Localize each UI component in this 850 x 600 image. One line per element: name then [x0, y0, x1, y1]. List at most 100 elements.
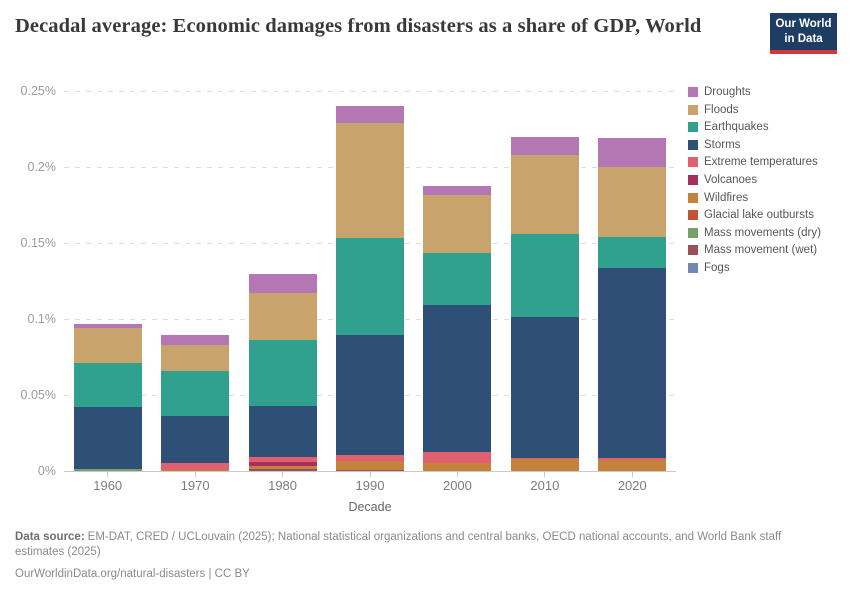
- x-axis-tick: [631, 471, 633, 477]
- data-source-line: Data source: EM-DAT, CRED / UCLouvain (20…: [15, 530, 813, 561]
- footer: Data source: EM-DAT, CRED / UCLouvain (20…: [15, 530, 813, 582]
- x-axis-label: 1990: [355, 478, 385, 493]
- legend-swatch: [688, 210, 698, 221]
- bar-segment-1980-earthquakes[interactable]: [248, 339, 317, 407]
- bar-segment-1970-droughts[interactable]: [161, 334, 230, 346]
- x-axis-tick: [369, 471, 371, 477]
- bar-segment-2020-storms[interactable]: [598, 268, 667, 459]
- x-axis-label: 1960: [93, 478, 123, 493]
- bar-segment-1990-wildfires[interactable]: [336, 461, 404, 470]
- bar-segment-2010-droughts[interactable]: [510, 137, 579, 156]
- bar-segment-2020-wildfires[interactable]: [598, 460, 667, 471]
- bar-segment-1970-floods[interactable]: [161, 345, 230, 372]
- bar-segment-1990-mass-movement-wet[interactable]: [336, 469, 404, 471]
- bar-1960: [73, 91, 142, 471]
- owid-logo-line2: in Data: [784, 32, 823, 45]
- bar-segment-1960-mass-movements-dry[interactable]: [73, 468, 142, 471]
- y-axis-tick-label: 0.15%: [20, 236, 56, 250]
- data-source-text: EM-DAT, CRED / UCLouvain (2025); Nationa…: [15, 531, 782, 559]
- legend-label: Mass movement (wet): [704, 244, 818, 257]
- legend-swatch: [688, 192, 698, 203]
- bar-segment-1960-droughts[interactable]: [73, 323, 142, 329]
- bar-segment-2000-extreme-temperatures[interactable]: [423, 452, 492, 464]
- bar-segment-1980-wildfires[interactable]: [248, 466, 317, 470]
- bar-segment-2010-storms[interactable]: [510, 317, 579, 458]
- bar-segment-1980-extreme-temperatures[interactable]: [248, 456, 317, 463]
- legend-swatch: [688, 157, 698, 168]
- bar-segment-2020-extreme-temperatures[interactable]: [598, 458, 667, 461]
- bar-segment-1990-extreme-temperatures[interactable]: [336, 454, 404, 462]
- bar-2000: [423, 91, 492, 471]
- legend-label: Wildfires: [704, 191, 749, 204]
- legend-item-glacial-lake-outbursts[interactable]: Glacial lake outbursts: [688, 209, 848, 222]
- bar-segment-2010-floods[interactable]: [510, 155, 579, 234]
- legend-item-droughts[interactable]: Droughts: [688, 86, 848, 99]
- bar-segment-2000-floods[interactable]: [423, 195, 492, 253]
- legend-swatch: [688, 122, 698, 133]
- bar-segment-1990-droughts[interactable]: [336, 105, 404, 124]
- x-axis-tick: [456, 471, 458, 477]
- bar-segment-2020-earthquakes[interactable]: [598, 236, 667, 269]
- gridline: [64, 91, 680, 92]
- legend-item-mass-movement-wet[interactable]: Mass movement (wet): [688, 244, 848, 257]
- bar-segment-2010-earthquakes[interactable]: [510, 233, 579, 318]
- bar-segment-2010-wildfires[interactable]: [510, 459, 579, 471]
- bar-segment-2000-wildfires[interactable]: [423, 463, 492, 471]
- legend-swatch: [688, 245, 698, 256]
- legend-item-floods[interactable]: Floods: [688, 104, 848, 117]
- legend-swatch: [688, 262, 698, 273]
- legend-item-fogs[interactable]: Fogs: [688, 262, 848, 275]
- license-link[interactable]: OurWorldinData.org/natural-disasters | C…: [15, 567, 250, 580]
- bar-segment-1970-wildfires[interactable]: [161, 470, 230, 471]
- bar-segment-1990-floods[interactable]: [336, 123, 404, 238]
- bar-segment-1970-earthquakes[interactable]: [161, 371, 230, 417]
- x-axis: 1960 1970 1980 1990 2000 2010 2020: [64, 478, 676, 494]
- bar-segment-2020-droughts[interactable]: [598, 138, 667, 167]
- bar-segment-2020-floods[interactable]: [598, 166, 667, 237]
- bar-1990: [336, 91, 404, 471]
- chart-title: Decadal average: Economic damages from d…: [15, 15, 702, 37]
- bar-segment-2000-droughts[interactable]: [423, 186, 492, 196]
- legend-item-storms[interactable]: Storms: [688, 139, 848, 152]
- legend-label: Earthquakes: [704, 121, 769, 134]
- y-axis: 0% 0.05% 0.1% 0.15% 0.2% 0.25%: [0, 84, 57, 478]
- legend-item-wildfires[interactable]: Wildfires: [688, 192, 848, 205]
- x-axis-label: 2010: [530, 478, 560, 493]
- legend-swatch: [688, 139, 698, 150]
- bar-segment-1970-storms[interactable]: [161, 416, 230, 464]
- owid-logo[interactable]: Our World in Data: [770, 13, 837, 54]
- bar-2010: [510, 91, 579, 471]
- owid-logo-line1: Our World: [775, 18, 832, 31]
- bar-segment-2000-storms[interactable]: [423, 304, 492, 452]
- bar-segment-2000-earthquakes[interactable]: [423, 252, 492, 305]
- x-axis-title: Decade: [348, 500, 392, 514]
- legend-item-volcanoes[interactable]: Volcanoes: [688, 174, 848, 187]
- legend-swatch: [688, 87, 698, 97]
- bar-segment-1990-earthquakes[interactable]: [336, 238, 404, 336]
- bar-segment-1990-storms[interactable]: [336, 335, 404, 455]
- license-line: OurWorldinData.org/natural-disasters | C…: [15, 567, 813, 582]
- bar-segment-1970-extreme-temperatures[interactable]: [161, 463, 230, 471]
- legend-item-extreme-temperatures[interactable]: Extreme temperatures: [688, 156, 848, 169]
- legend-item-earthquakes[interactable]: Earthquakes: [688, 121, 848, 134]
- legend-swatch: [688, 174, 698, 185]
- legend-item-mass-movements-dry[interactable]: Mass movements (dry): [688, 227, 848, 240]
- y-axis-tick-label: 0.2%: [27, 160, 57, 174]
- bar-segment-1980-droughts[interactable]: [248, 274, 317, 294]
- bar-segment-1960-earthquakes[interactable]: [73, 363, 142, 408]
- bar-segment-1980-volcanoes[interactable]: [248, 462, 317, 466]
- bar-segment-1980-mass-movement-wet[interactable]: [248, 469, 317, 471]
- bar-segment-1980-floods[interactable]: [248, 293, 317, 340]
- legend-label: Fogs: [704, 261, 730, 274]
- bar-segment-1960-floods[interactable]: [73, 328, 142, 364]
- legend: Droughts Floods Earthquakes Storms Extreme t…: [688, 86, 848, 280]
- x-axis-label: 1970: [180, 478, 210, 493]
- bar-segment-1960-storms[interactable]: [73, 407, 142, 469]
- legend-label: Storms: [704, 138, 741, 151]
- data-source-label: Data source:: [15, 531, 85, 543]
- bar-segment-2010-extreme-temperatures[interactable]: [510, 457, 579, 460]
- bar-segment-1980-storms[interactable]: [248, 406, 317, 457]
- x-axis-label: 2020: [617, 478, 647, 493]
- y-axis-tick-label: 0.1%: [27, 312, 57, 326]
